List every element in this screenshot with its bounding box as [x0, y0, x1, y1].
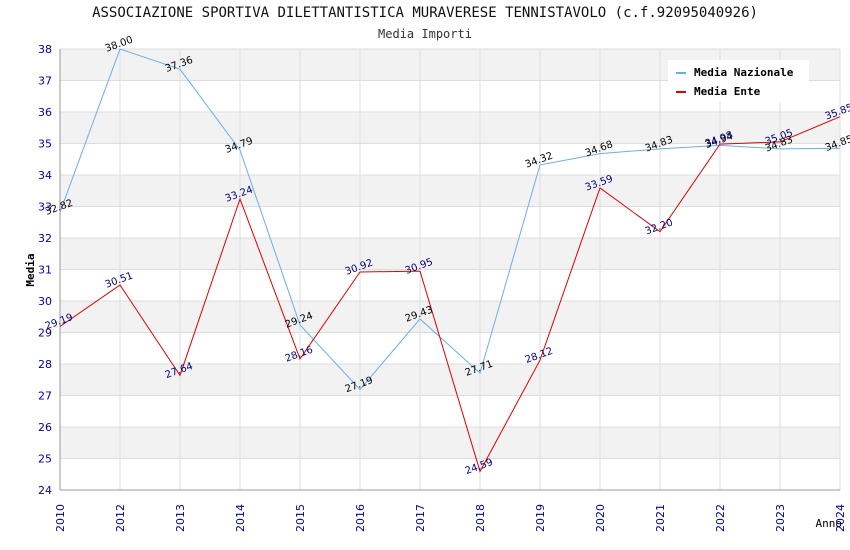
y-tick-label: 29	[38, 327, 52, 340]
grid-band	[60, 427, 840, 459]
grid-band	[60, 175, 840, 207]
grid-band	[60, 238, 840, 270]
y-tick-label: 24	[38, 484, 52, 497]
y-tick-label: 33	[38, 201, 52, 214]
x-tick-label: 2023	[774, 504, 787, 532]
grid-band	[60, 332, 840, 364]
x-tick-label: 2012	[114, 504, 127, 532]
grid-band	[60, 395, 840, 427]
y-tick-label: 30	[38, 295, 52, 308]
x-tick-label: 2015	[294, 504, 307, 532]
y-tick-label: 32	[38, 232, 52, 245]
x-tick-label: 2014	[234, 504, 247, 532]
x-tick-label: 2021	[654, 504, 667, 532]
legend-box	[668, 60, 809, 102]
x-tick-label: 2020	[594, 504, 607, 532]
x-tick-label: 2019	[534, 504, 547, 532]
legend-label: Media Nazionale	[694, 66, 794, 79]
y-tick-label: 38	[38, 43, 52, 56]
grid-band	[60, 206, 840, 238]
y-axis-label: Media	[24, 253, 37, 286]
y-tick-label: 25	[38, 453, 52, 466]
y-tick-label: 28	[38, 358, 52, 371]
legend-label: Media Ente	[694, 85, 761, 98]
chart-subtitle: Media Importi	[378, 27, 472, 41]
x-tick-label: 2013	[174, 504, 187, 532]
grid-band	[60, 364, 840, 396]
y-tick-label: 34	[38, 169, 52, 182]
grid-band	[60, 269, 840, 301]
y-tick-label: 31	[38, 264, 52, 277]
y-tick-label: 37	[38, 75, 52, 88]
grid-band	[60, 458, 840, 490]
grid-band	[60, 112, 840, 144]
x-axis-label: Anno	[816, 517, 843, 530]
x-tick-label: 2024	[834, 504, 847, 532]
y-tick-label: 27	[38, 390, 52, 403]
y-tick-label: 36	[38, 106, 52, 119]
chart-title: ASSOCIAZIONE SPORTIVA DILETTANTISTICA MU…	[92, 5, 758, 21]
series-line-nazionale	[59, 48, 841, 391]
x-tick-label: 2022	[714, 504, 727, 532]
grid-band	[60, 301, 840, 333]
series-line-ente	[59, 116, 841, 473]
y-tick-label: 35	[38, 138, 52, 151]
x-tick-label: 2018	[474, 504, 487, 532]
x-tick-label: 2017	[414, 504, 427, 532]
x-tick-label: 2010	[54, 504, 67, 532]
grid-band	[60, 143, 840, 175]
y-tick-label: 26	[38, 421, 52, 434]
x-tick-label: 2016	[354, 504, 367, 532]
